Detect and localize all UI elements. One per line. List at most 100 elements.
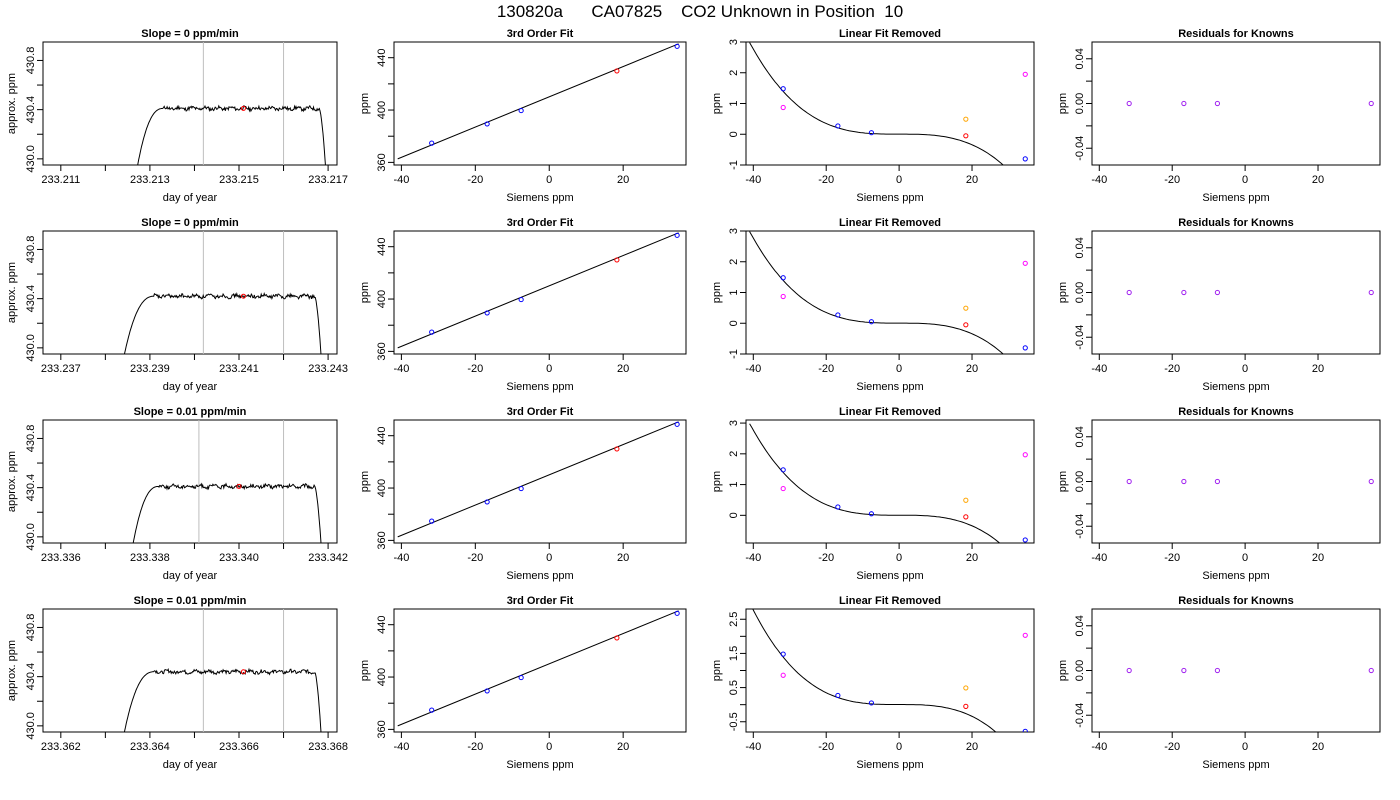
data-point-red — [963, 703, 969, 709]
panel-title: Slope = 0.01 ppm/min — [134, 595, 247, 607]
x-tick-label: 233.211 — [41, 174, 80, 186]
data-point-blue — [484, 688, 490, 694]
panel-residuals-row-2: Residuals for Knowns -40 -20 0 20 Siemens ppm… — [1057, 406, 1381, 582]
plot-frame — [42, 608, 338, 733]
x-tick-label: 0 — [896, 552, 902, 564]
plot-frame — [1091, 419, 1381, 544]
y-tick-label: 430.8 — [25, 614, 37, 642]
y-tick-label: 1 — [728, 482, 740, 488]
panel-title: Linear Fit Removed — [839, 217, 941, 229]
x-tick-label: 233.213 — [130, 174, 170, 186]
x-tick-label: 20 — [1312, 363, 1324, 375]
data-point-red — [614, 257, 620, 263]
data-point-blue — [674, 610, 680, 616]
data-point-blue — [484, 499, 490, 505]
x-tick-label: -20 — [1164, 741, 1180, 753]
data-point-blue — [518, 296, 524, 303]
y-tick-label: 430.8 — [25, 236, 37, 264]
x-axis-label: Siemens ppm — [506, 192, 573, 204]
x-tick-label: 233.215 — [219, 174, 259, 186]
plot-frame — [745, 419, 1035, 544]
y-axis-label: ppm — [359, 471, 371, 492]
y-tick-label: 440 — [376, 238, 388, 256]
x-axis-label: Siemens ppm — [506, 570, 573, 582]
y-axis-label: ppm — [1057, 660, 1069, 681]
y-tick-label: 2.5 — [728, 612, 740, 627]
y-tick-label: 3 — [728, 228, 740, 234]
y-tick-label: 430.0 — [25, 145, 37, 173]
panel-trace-row-2: Slope = 0.01 ppm/min 233.336 233.338 233.34… — [6, 406, 348, 582]
panel-title: Residuals for Knowns — [1178, 217, 1294, 229]
x-axis-label: day of year — [163, 192, 218, 204]
x-tick-label: -20 — [1164, 552, 1180, 564]
data-point-blue — [484, 121, 490, 127]
mean-point — [236, 483, 242, 489]
x-tick-label: 20 — [617, 174, 629, 186]
plot-frame — [1091, 41, 1381, 166]
data-point-orange — [963, 116, 969, 122]
data-layer — [397, 610, 680, 727]
x-axis-label: day of year — [163, 381, 218, 393]
y-tick-label: -0.04 — [1074, 325, 1086, 350]
plot-frame — [393, 41, 687, 166]
y-axis-label: approx. ppm — [6, 262, 18, 323]
x-tick-label: -20 — [467, 363, 483, 375]
data-point-blue — [835, 692, 841, 699]
y-tick-label: 430.4 — [25, 96, 37, 124]
x-tick-label: 0 — [1242, 741, 1248, 753]
data-point-purple — [1181, 289, 1187, 296]
data-point-blue — [518, 107, 524, 114]
y-tick-label: 440 — [376, 49, 388, 67]
data-point-purple — [1214, 100, 1221, 107]
x-axis-label: Siemens ppm — [1202, 192, 1269, 204]
data-point-magenta — [1022, 260, 1028, 266]
y-tick-label: -1 — [728, 160, 740, 170]
x-tick-label: -40 — [745, 363, 761, 375]
data-layer — [397, 232, 680, 349]
data-point-purple — [1181, 100, 1187, 107]
plot-frame — [745, 41, 1035, 166]
x-axis-label: Siemens ppm — [1202, 381, 1269, 393]
y-axis-label: ppm — [1057, 93, 1069, 114]
data-point-blue — [868, 130, 875, 136]
plot-frame — [1091, 608, 1381, 733]
y-tick-label: -0.04 — [1074, 514, 1086, 539]
data-point-orange — [963, 305, 969, 311]
data-trace-line — [137, 104, 326, 165]
x-tick-label: 0 — [546, 363, 552, 375]
x-axis-label: day of year — [163, 759, 218, 771]
x-tick-label: -20 — [818, 174, 834, 186]
data-layer — [752, 609, 1028, 732]
y-axis-label: ppm — [711, 282, 723, 303]
panel-residuals-row-0: Residuals for Knowns -40 -20 0 20 Siemens ppm… — [1057, 28, 1381, 204]
x-tick-label: -20 — [818, 552, 834, 564]
panel-title: Residuals for Knowns — [1178, 406, 1294, 418]
y-tick-label: 400 — [376, 101, 388, 119]
panel-title: Residuals for Knowns — [1178, 595, 1294, 607]
data-layer — [397, 43, 680, 160]
y-tick-label: 3 — [728, 39, 740, 45]
fit-curve — [749, 231, 1004, 354]
data-point-blue — [1022, 537, 1028, 543]
y-tick-label: 3 — [728, 420, 740, 426]
y-tick-label: 1 — [728, 100, 740, 106]
data-point-red — [614, 635, 620, 641]
data-point-purple — [1368, 289, 1374, 296]
x-axis-label: Siemens ppm — [1202, 759, 1269, 771]
x-tick-label: -40 — [745, 552, 761, 564]
x-axis-label: Siemens ppm — [1202, 570, 1269, 582]
data-point-magenta — [1022, 71, 1028, 77]
x-tick-label: 233.338 — [130, 552, 170, 564]
data-layer — [123, 609, 322, 732]
panel-linear-removed-row-2: Linear Fit Removed -40 -20 0 20 Siemens ppm 0 1… — [711, 406, 1035, 582]
y-tick-label: 430.0 — [25, 334, 37, 362]
y-tick-label: 1 — [728, 289, 740, 295]
plot-frame — [42, 419, 338, 544]
y-tick-label: 0.04 — [1074, 48, 1086, 69]
y-tick-label: 0.04 — [1074, 237, 1086, 258]
x-tick-label: 233.366 — [219, 741, 259, 753]
y-tick-label: 430.4 — [25, 474, 37, 502]
data-point-magenta — [1022, 632, 1028, 638]
data-point-purple — [1126, 289, 1132, 296]
